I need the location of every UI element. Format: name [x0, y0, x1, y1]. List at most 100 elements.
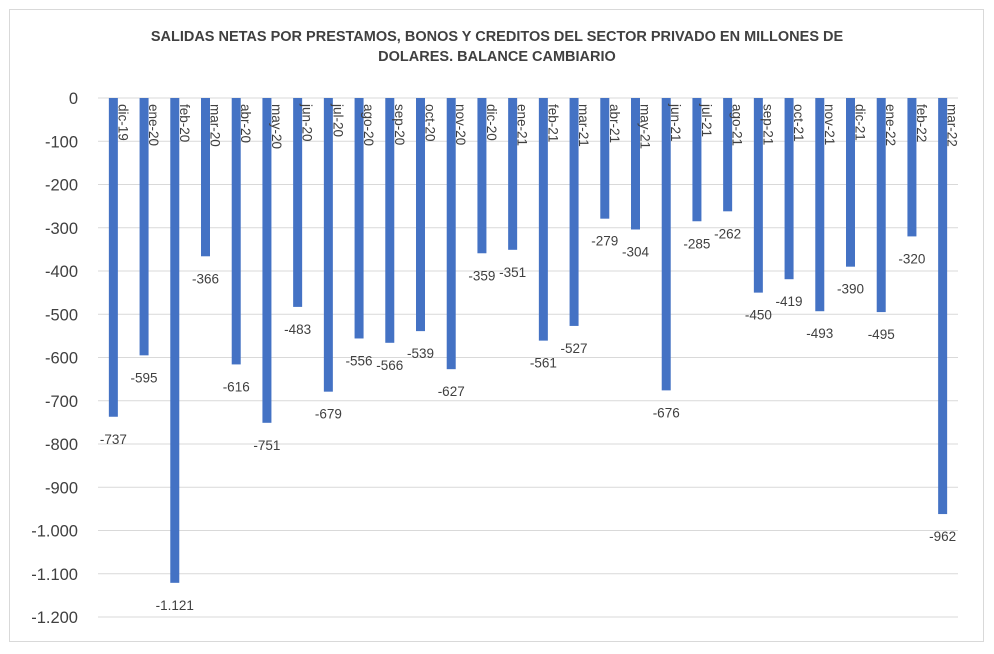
bar [753, 98, 763, 293]
data-label: -495 [868, 327, 895, 342]
category-label: dic-21 [853, 104, 868, 141]
bar [600, 98, 610, 219]
bar [846, 98, 855, 267]
data-label: -566 [376, 358, 403, 373]
data-label: -751 [253, 438, 280, 453]
category-label: mar-20 [208, 104, 223, 147]
bar [907, 98, 917, 237]
bar [569, 98, 579, 326]
category-label: abr-20 [238, 104, 253, 143]
data-label: -493 [806, 326, 833, 341]
category-label: ene-21 [515, 104, 530, 146]
category-labels: dic-19 ene-20 feb-20 mar-20 abr-20 may-20 jun-… [115, 103, 959, 149]
category-label: jun-21 [668, 103, 683, 142]
bar [477, 98, 487, 254]
category-label: oct-21 [791, 104, 806, 142]
bar [385, 98, 395, 343]
bar [170, 98, 180, 583]
bar [692, 98, 702, 222]
category-label: abr-21 [607, 104, 622, 143]
data-label: -539 [407, 346, 434, 361]
bar [784, 98, 794, 280]
category-label: jun-20 [300, 103, 315, 142]
data-label: -962 [929, 529, 956, 544]
category-label: may-21 [638, 104, 653, 149]
category-label: jul-20 [330, 103, 345, 137]
y-axis-tick-labels: 0 -100 -200 -300 -400 -500 -600 -700 -800 -900 -1.… [31, 90, 78, 627]
category-label: mar-21 [576, 104, 591, 147]
data-label: -366 [192, 271, 219, 286]
data-label: -390 [837, 282, 864, 297]
category-label: sep-20 [392, 104, 407, 145]
y-tick-label: -200 [45, 177, 78, 195]
gridlines [98, 97, 958, 618]
data-label: -262 [714, 226, 741, 241]
category-label: ene-22 [883, 104, 898, 146]
chart-title: SALIDAS NETAS POR PRESTAMOS, BONOS Y CRE… [0, 27, 994, 67]
y-tick-label: -1.200 [31, 609, 78, 627]
y-tick-label: -1.000 [31, 523, 78, 541]
y-tick-label: -700 [45, 393, 78, 411]
bars [108, 98, 948, 583]
chart-title-line-2: DOLARES. BALANCE CAMBIARIO [378, 49, 616, 65]
data-label: -737 [100, 432, 127, 447]
data-label: -627 [438, 384, 465, 399]
bar [538, 98, 548, 341]
data-label: -527 [561, 341, 588, 356]
y-tick-label: -400 [45, 263, 78, 281]
y-tick-label: -900 [45, 479, 78, 497]
bar [723, 98, 733, 212]
data-label: -595 [131, 370, 158, 385]
bar [661, 98, 671, 391]
data-label: -304 [622, 244, 650, 259]
bar [262, 98, 272, 423]
bar [631, 98, 640, 230]
data-label: -1.121 [156, 598, 194, 613]
category-label: mar-22 [945, 104, 960, 147]
y-tick-label: -100 [45, 133, 78, 151]
bar [876, 98, 886, 313]
bar [508, 98, 518, 250]
category-label: feb-21 [545, 104, 560, 142]
data-label: -483 [284, 322, 311, 337]
y-tick-label: 0 [69, 90, 78, 108]
category-label: jul-21 [699, 103, 714, 137]
category-label: ene-20 [146, 104, 161, 146]
data-label: -320 [898, 251, 925, 266]
data-label: -419 [776, 294, 803, 309]
data-label: -556 [346, 353, 373, 368]
bar [201, 98, 210, 257]
category-label: sep-21 [760, 104, 775, 145]
category-label: dic-19 [115, 104, 130, 141]
bar [108, 98, 118, 417]
bar [815, 98, 825, 312]
category-label: dic-20 [484, 104, 499, 141]
bar [323, 98, 333, 392]
data-label: -616 [223, 379, 250, 394]
category-label: ago-20 [361, 104, 376, 146]
category-label: feb-20 [177, 104, 192, 142]
bar [231, 98, 241, 365]
bar [416, 98, 425, 332]
data-label: -450 [745, 308, 772, 323]
bar [139, 98, 149, 356]
data-label: -285 [683, 236, 710, 251]
data-labels: -737-595-1.121-366-616-751-483-679-556 -5… [100, 226, 956, 613]
y-tick-label: -1.100 [31, 566, 78, 584]
category-label: may-20 [269, 104, 284, 149]
data-label: -676 [653, 405, 680, 420]
bar [354, 98, 364, 339]
data-label: -679 [315, 407, 342, 422]
data-label: -561 [530, 356, 557, 371]
bar [293, 98, 303, 307]
y-tick-label: -300 [45, 220, 78, 238]
category-label: nov-21 [822, 104, 837, 145]
bar [938, 98, 948, 515]
data-label: -279 [591, 234, 618, 249]
data-label: -351 [499, 265, 526, 280]
y-tick-label: -600 [45, 350, 78, 368]
bar [446, 98, 456, 370]
category-label: ago-21 [730, 104, 745, 146]
category-label: feb-22 [914, 104, 929, 142]
